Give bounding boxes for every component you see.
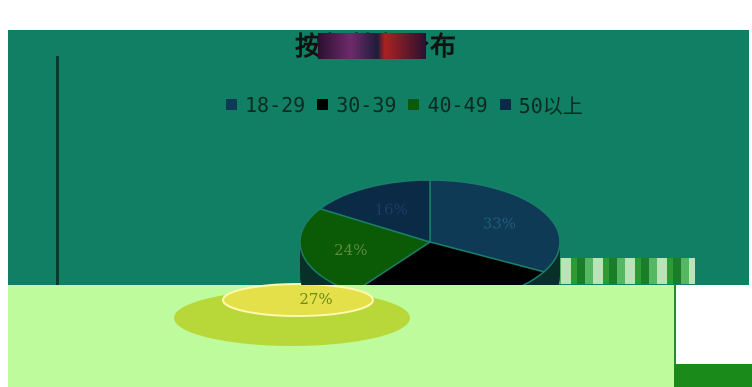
axis-line (56, 56, 59, 285)
pie-slice-18-29 (429, 179, 561, 273)
pie-slice-3d-highlight (174, 283, 410, 346)
pie-slices (299, 179, 561, 285)
legend-swatch (408, 99, 420, 110)
pie-slice-40-49 (299, 207, 432, 285)
legend-item: 50以上 (499, 90, 583, 119)
legend-label: 18-29 (245, 92, 306, 117)
title-artifact (318, 33, 426, 59)
lower-corner-block (674, 364, 752, 387)
legend: 18-29 30-39 40-49 50以上 (226, 90, 595, 119)
pie-3d-top (222, 283, 374, 317)
legend-item: 30-39 (317, 93, 396, 117)
legend-label: 50以上 (518, 94, 583, 118)
legend-swatch (226, 99, 237, 110)
data-label-50以上: 16% (374, 200, 407, 218)
data-label-18-29: 33% (483, 214, 516, 232)
legend-label: 40-49 (427, 92, 488, 117)
pie-slice-50以上 (318, 179, 431, 244)
lower-right-panel (674, 285, 752, 365)
legend-label: 30-39 (336, 92, 397, 117)
legend-swatch (317, 99, 329, 110)
legend-swatch (499, 99, 511, 110)
pie-depth (300, 242, 560, 285)
data-label-40-49: 24% (334, 241, 367, 259)
legend-item: 18-29 (226, 93, 305, 117)
pie-slice-30-39 (363, 241, 546, 285)
data-label-30-39: 27% (299, 290, 332, 308)
render-artifact (545, 258, 695, 284)
legend-item: 40-49 (408, 92, 488, 117)
